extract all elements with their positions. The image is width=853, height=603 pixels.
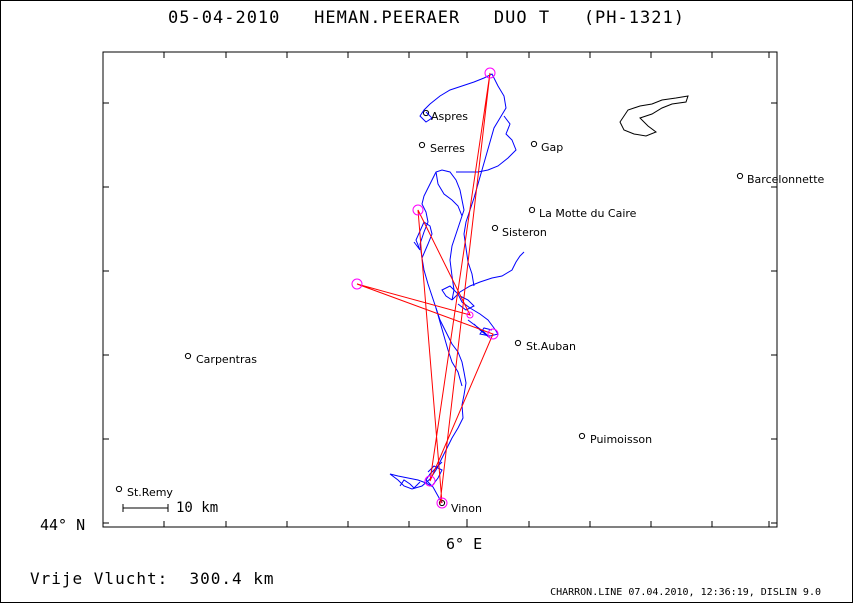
place-label-gap: Gap [541,141,564,154]
marker-sisteron [491,224,499,232]
plot-area [102,51,778,528]
task-legs [356,72,494,505]
place-label-st-remy: St.Remy [127,486,173,499]
marker-carpentras [184,352,192,360]
turnpoint-7 [466,311,474,319]
place-label-st-auban: St.Auban [526,340,576,353]
turnpoint-5 [424,475,436,487]
free-flight-distance: Vrije Vlucht: 300.4 km [30,569,275,588]
place-label-barcelonnette: Barcelonnette [747,173,825,186]
place-label-vinon: Vinon [451,502,483,515]
place-label-serres: Serres [430,142,465,155]
axis-ticks [103,52,777,527]
footer-info: CHARRON.LINE 07.04.2010, 12:36:19, DISLI… [550,587,821,598]
marker-gap [530,140,538,148]
place-label-aspres: Aspres [431,110,469,123]
pilot-name: HEMAN.PEERAER [314,8,461,28]
longitude-label: 6° E [446,535,483,553]
marker-la-motte [528,206,536,214]
turnpoint-4 [487,328,499,340]
marker-st-auban [514,339,522,347]
place-label-carpentras: Carpentras [196,353,257,366]
latitude-label: 44° N [40,516,86,534]
flight-date: 05-04-2010 [168,8,281,28]
turnpoint-3 [351,278,363,290]
place-markers [115,109,744,507]
marker-st-remy [115,485,123,493]
place-label-sisteron: Sisteron [502,226,547,239]
scale-label: 10 km [176,500,219,516]
place-label-puimoisson: Puimoisson [590,433,653,446]
distance-value: 300.4 km [189,569,275,588]
marker-serres [418,141,426,149]
scale-bar [122,504,169,512]
page-title: 05-04-2010 HEMAN.PEERAER DUO T (PH-1321) [0,8,853,28]
turnpoint-2 [412,204,424,216]
glider-registration: (PH-1321) [583,8,685,28]
marker-puimoisson [578,432,586,440]
marker-barcelonnette [736,172,744,180]
marker-aspres [422,109,430,117]
turnpoint-6 [436,497,448,509]
glider-type: DUO T [493,8,551,28]
place-label-la-motte: La Motte du Caire [539,207,637,220]
turnpoint-1 [484,67,496,79]
lake-outline [619,95,689,137]
distance-label: Vrije Vlucht: [30,569,169,588]
turnpoints [351,67,499,509]
